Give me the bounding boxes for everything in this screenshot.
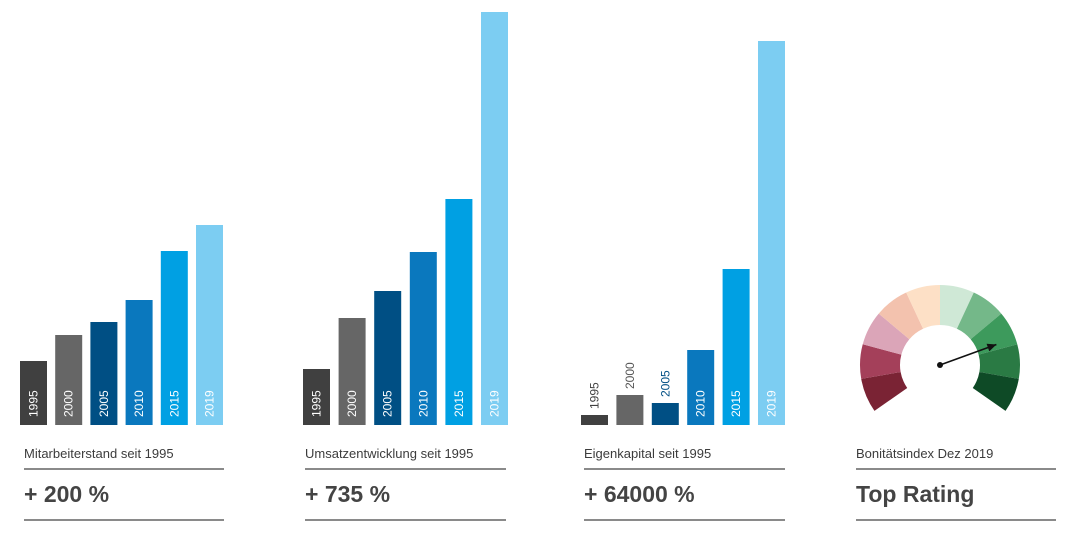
bar-2005 [90, 322, 118, 425]
bar-label-2005: 2005 [381, 390, 395, 417]
bar-chart-equity: 1995 2000 2005 2010 2015 2019 [581, 41, 785, 425]
bar-label-2010: 2010 [694, 390, 708, 417]
chart-caption-employees: Mitarbeiterstand seit 1995 [24, 446, 174, 461]
bar-label-2019: 2019 [488, 390, 502, 417]
gauge-segment [972, 371, 1019, 411]
bar-1995 [303, 369, 330, 425]
bar-2000 [616, 395, 644, 425]
bar-chart-employees: 1995 2000 2005 2010 2015 2019 [20, 225, 223, 425]
bar-2019 [758, 41, 785, 425]
gauge-panel-credit: Bonitätsindex Dez 2019 Top Rating [840, 0, 1080, 555]
gauge-segment [970, 313, 1018, 355]
chart-panel-revenue: 1995 2000 2005 2010 2015 2019 Umsatzentwicklu… [282, 0, 542, 555]
credit-rating-gauge [860, 285, 1020, 411]
bar-label-2000: 2000 [345, 390, 359, 417]
gauge-caption: Bonitätsindex Dez 2019 [856, 446, 994, 461]
bar-2015 [445, 199, 473, 425]
gauge-segment [940, 285, 974, 329]
divider-line [584, 519, 785, 521]
bar-2005 [651, 403, 679, 425]
bar-label-2010: 2010 [416, 390, 430, 417]
bar-2015 [722, 269, 750, 425]
bar-label-2005: 2005 [97, 390, 111, 417]
bar-2019 [481, 12, 508, 425]
divider-line [584, 468, 785, 470]
bar-1995 [581, 415, 608, 425]
bar-label-2010: 2010 [132, 390, 146, 417]
divider-line [24, 468, 224, 470]
bar-label-2005: 2005 [658, 370, 672, 397]
bar-label-1995: 1995 [588, 382, 602, 409]
bar-2019 [196, 225, 223, 425]
bar-1995 [20, 361, 47, 425]
bar-label-2019: 2019 [203, 390, 217, 417]
gauge-segment [978, 344, 1020, 379]
bar-2010 [125, 300, 153, 425]
chart-caption-revenue: Umsatzentwicklung seit 1995 [305, 446, 474, 461]
bar-2015 [160, 251, 188, 425]
bar-label-2000: 2000 [62, 390, 76, 417]
bar-2010 [409, 252, 437, 425]
bar-label-2015: 2015 [729, 390, 743, 417]
gauge-segment [906, 285, 940, 329]
gauge-needle [939, 343, 997, 366]
bar-2005 [374, 291, 402, 425]
bar-2000 [55, 335, 83, 425]
bar-label-2000: 2000 [623, 362, 637, 389]
gauge-segment [956, 292, 1002, 340]
gauge-needle-arrowhead [986, 343, 997, 352]
divider-line [305, 468, 506, 470]
bar-2000 [338, 318, 366, 425]
bar-label-1995: 1995 [27, 390, 41, 417]
gauge-segment [860, 344, 902, 379]
chart-panel-employees: 1995 2000 2005 2010 2015 2019 Mitarbeiterstan… [0, 0, 260, 555]
chart-panel-equity: 1995 2000 2005 2010 2015 2019 Eigenkapital se… [560, 0, 820, 555]
gauge-needle-hub [937, 362, 943, 368]
gauge-rating-value: Top Rating [856, 481, 975, 507]
growth-value-equity: + 64000 % [584, 481, 695, 507]
growth-value-employees: + 200 % [24, 481, 110, 507]
divider-line [24, 519, 224, 521]
gauge-segment [861, 371, 908, 411]
gauge-segment [878, 292, 924, 340]
bar-label-2015: 2015 [452, 390, 466, 417]
gauge-segment [862, 313, 910, 355]
divider-line [856, 519, 1056, 521]
bar-label-1995: 1995 [310, 390, 324, 417]
bar-label-2015: 2015 [167, 390, 181, 417]
chart-caption-equity: Eigenkapital seit 1995 [584, 446, 712, 461]
divider-line [305, 519, 506, 521]
divider-line [856, 468, 1056, 470]
bar-2010 [687, 350, 715, 425]
bar-label-2019: 2019 [765, 390, 779, 417]
growth-value-revenue: + 735 % [305, 481, 391, 507]
bar-chart-revenue: 1995 2000 2005 2010 2015 2019 [303, 12, 508, 425]
